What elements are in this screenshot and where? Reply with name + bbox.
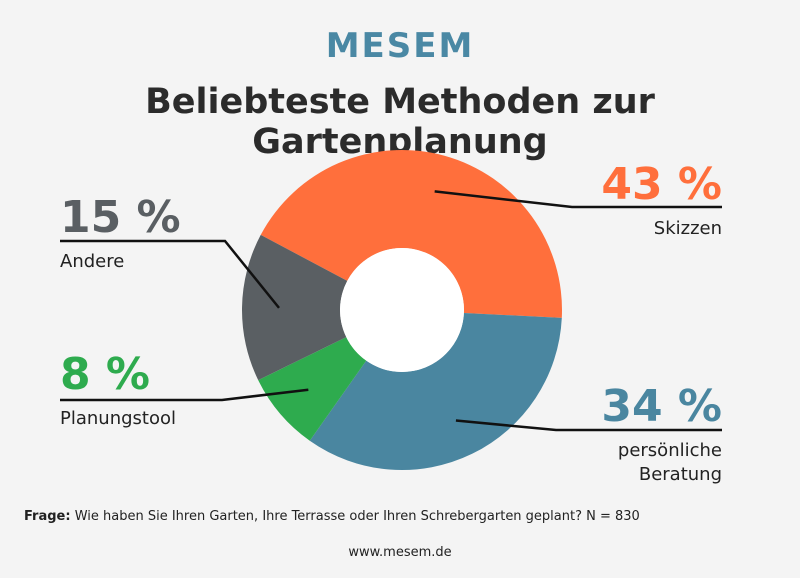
brand-logo: MESEM xyxy=(325,26,475,66)
slice-beratung xyxy=(309,313,562,471)
leader-line-skizzen xyxy=(434,190,722,209)
category-label-beratung-line2: Beratung xyxy=(638,464,722,485)
question-label: Frage: xyxy=(24,509,71,524)
value-label-skizzen: 43 % xyxy=(601,159,722,210)
category-label-andere: Andere xyxy=(60,251,125,272)
chart-title: Beliebteste Methoden zur Gartenplanung xyxy=(145,82,655,162)
category-label-beratung-line1: persönliche xyxy=(617,440,722,461)
slice-andere xyxy=(242,234,348,381)
category-label-skizzen: Skizzen xyxy=(653,218,722,239)
leader-line-planungstool xyxy=(60,388,309,402)
value-label-planungstool: 8 % xyxy=(60,349,151,400)
survey-question: Frage: Wie haben Sie Ihren Garten, Ihre … xyxy=(24,509,640,524)
slice-planungstool xyxy=(258,337,367,441)
category-label-planungstool: Planungstool xyxy=(60,408,176,429)
value-label-beratung: 34 % xyxy=(601,381,722,432)
value-label-andere: 15 % xyxy=(60,192,181,243)
slice-skizzen xyxy=(260,150,562,318)
question-text: Wie haben Sie Ihren Garten, Ihre Terrass… xyxy=(70,509,640,524)
leader-line-andere xyxy=(60,239,280,309)
website-url: www.mesem.de xyxy=(348,545,452,560)
leader-line-beratung xyxy=(455,419,722,432)
donut-hole xyxy=(340,248,464,372)
